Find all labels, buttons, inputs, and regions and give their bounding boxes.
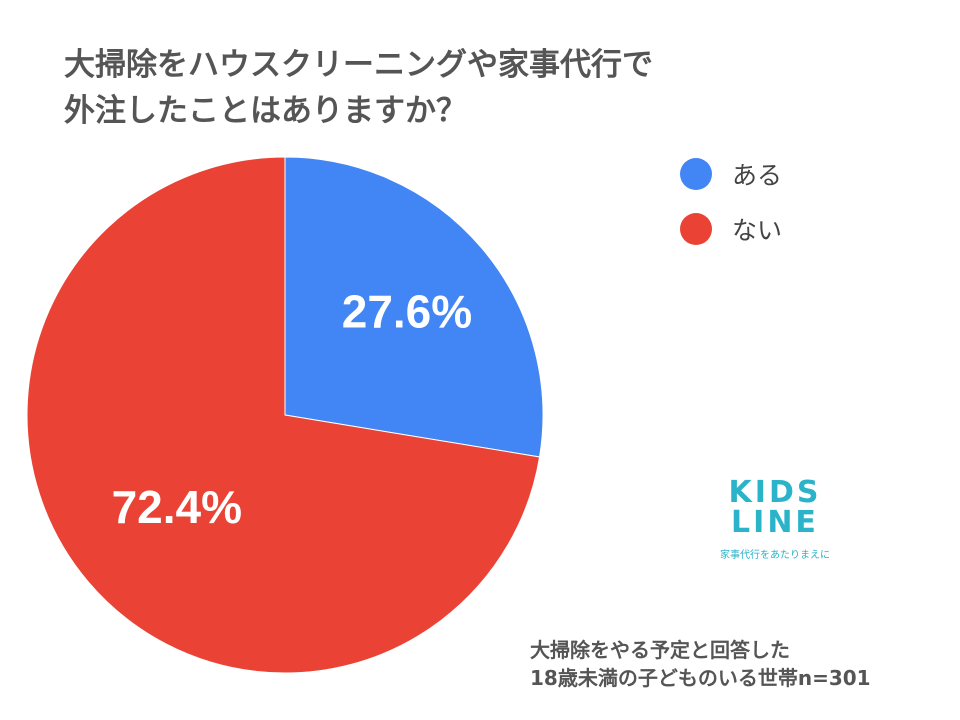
legend-swatch-aru — [680, 158, 712, 190]
legend-item-nai: ない — [680, 211, 782, 247]
pie-slice-1 — [26, 156, 541, 674]
data-label-1: 72.4% — [112, 481, 242, 533]
chart-title: 大掃除をハウスクリーニングや家事代行で 外注したことはありますか？ — [64, 42, 653, 134]
pie-slice-0 — [284, 156, 544, 458]
logo-line-2: LINE — [731, 505, 819, 540]
sample-note: 大掃除をやる予定と回答した 18歳未満の子どものいる世帯n=301 — [530, 636, 871, 692]
note-line-1: 大掃除をやる予定と回答した — [530, 638, 790, 662]
data-label-0: 27.6% — [342, 285, 472, 337]
legend-label-aru: ある — [732, 161, 783, 190]
title-line-2: 外注したことはありますか？ — [64, 93, 467, 129]
legend-swatch-nai — [680, 213, 712, 245]
kidsline-logo: KIDS LINE 家事代行をあたりまえに — [708, 475, 842, 562]
legend-label-nai: ない — [732, 216, 783, 245]
note-line-2: 18歳未満の子どものいる世帯n=301 — [530, 666, 871, 690]
legend-item-aru: ある — [680, 156, 782, 192]
title-line-1: 大掃除をハウスクリーニングや家事代行で — [64, 47, 653, 83]
logo-tagline: 家事代行をあたりまえに — [720, 550, 830, 561]
logo-line-1: KIDS — [728, 475, 822, 510]
